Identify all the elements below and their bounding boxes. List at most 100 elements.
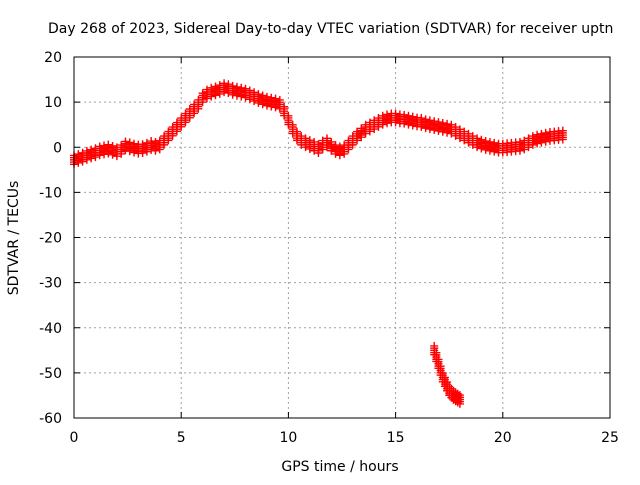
- data-point: [160, 132, 169, 149]
- chart-title: Day 268 of 2023, Sidereal Day-to-day VTE…: [48, 21, 613, 37]
- data-points: [70, 79, 567, 408]
- data-point: [211, 82, 220, 100]
- plus-marker: [348, 140, 357, 149]
- data-point: [241, 84, 250, 102]
- data-point: [335, 142, 344, 160]
- plus-marker: [318, 145, 327, 154]
- plus-marker: [361, 129, 370, 138]
- plus-marker: [91, 153, 100, 162]
- data-point: [280, 102, 289, 120]
- plus-marker: [344, 145, 353, 154]
- data-point: [537, 129, 546, 147]
- plus-marker: [524, 143, 533, 152]
- data-point: [348, 132, 357, 149]
- data-point: [207, 83, 216, 101]
- data-point: [112, 143, 121, 161]
- x-tick-label: 5: [177, 430, 186, 446]
- plus-marker: [254, 98, 263, 107]
- data-point: [473, 134, 482, 152]
- data-point: [533, 130, 542, 148]
- axis-ticks: 0 5 10 15 20 25 20 10 0 -10 -20 -30 -40 -50 -60: [39, 50, 619, 446]
- plus-marker: [314, 149, 323, 158]
- plus-marker: [177, 122, 186, 131]
- data-point: [507, 138, 516, 156]
- data-point: [108, 142, 117, 159]
- data-point: [202, 85, 211, 103]
- data-point: [481, 137, 490, 154]
- data-point: [524, 134, 533, 152]
- data-point: [198, 89, 207, 107]
- plus-marker: [353, 136, 362, 145]
- data-point: [438, 118, 447, 136]
- plus-marker: [104, 149, 113, 158]
- data-point: [425, 116, 434, 134]
- data-point: [408, 112, 417, 130]
- plus-marker: [267, 102, 276, 111]
- plus-marker: [537, 138, 546, 147]
- plus-marker: [100, 150, 109, 159]
- plus-marker: [215, 89, 224, 98]
- data-point: [353, 127, 362, 145]
- plus-marker: [374, 122, 383, 131]
- data-point: [421, 115, 430, 133]
- plus-marker: [331, 149, 340, 158]
- plus-marker: [160, 140, 169, 149]
- data-point: [434, 118, 443, 135]
- data-point: [541, 128, 550, 146]
- plus-marker: [262, 101, 271, 110]
- plus-marker: [365, 127, 374, 136]
- data-point: [138, 140, 147, 158]
- data-point: [125, 138, 134, 156]
- data-point: [87, 145, 96, 163]
- x-axis-label: GPS time / hours: [281, 459, 398, 475]
- x-tick-label: 10: [279, 430, 297, 446]
- y-tick-label: -10: [39, 185, 62, 201]
- data-point: [155, 136, 164, 154]
- data-point: [185, 105, 194, 122]
- plus-marker: [421, 124, 430, 133]
- plus-marker: [237, 92, 246, 101]
- plus-marker: [155, 145, 164, 154]
- data-point: [331, 141, 340, 158]
- data-point: [391, 109, 400, 127]
- plus-marker: [87, 154, 96, 163]
- data-point: [404, 111, 413, 129]
- plus-marker: [211, 91, 220, 100]
- y-tick-label: 10: [44, 95, 62, 111]
- plus-marker: [455, 399, 464, 408]
- plus-marker: [207, 92, 216, 101]
- plus-marker: [533, 139, 542, 148]
- data-point: [258, 91, 267, 109]
- plus-marker: [121, 146, 130, 155]
- data-point: [74, 150, 83, 167]
- plus-marker: [434, 126, 443, 135]
- y-tick-label: 0: [53, 140, 62, 156]
- y-tick-label: -40: [39, 321, 62, 337]
- data-point: [528, 132, 537, 149]
- plus-marker: [181, 118, 190, 127]
- plus-marker: [327, 146, 336, 155]
- plus-marker: [340, 149, 349, 158]
- plus-marker: [383, 119, 392, 128]
- plus-marker: [515, 146, 524, 155]
- data-point: [485, 137, 494, 155]
- data-point: [383, 110, 392, 128]
- plus-marker: [391, 118, 400, 127]
- plus-marker: [82, 155, 91, 164]
- plus-marker: [357, 133, 366, 142]
- x-tick-label: 15: [387, 430, 405, 446]
- data-point: [220, 79, 229, 97]
- data-point: [400, 110, 409, 128]
- plus-marker: [425, 125, 434, 134]
- plus-marker: [404, 120, 413, 129]
- data-point: [271, 94, 280, 112]
- data-point: [477, 135, 486, 153]
- data-point: [322, 134, 331, 152]
- data-point: [100, 141, 109, 159]
- plus-marker: [138, 149, 147, 158]
- data-point: [232, 82, 241, 100]
- data-point: [558, 126, 567, 144]
- plus-marker: [408, 121, 417, 130]
- data-point: [357, 124, 366, 142]
